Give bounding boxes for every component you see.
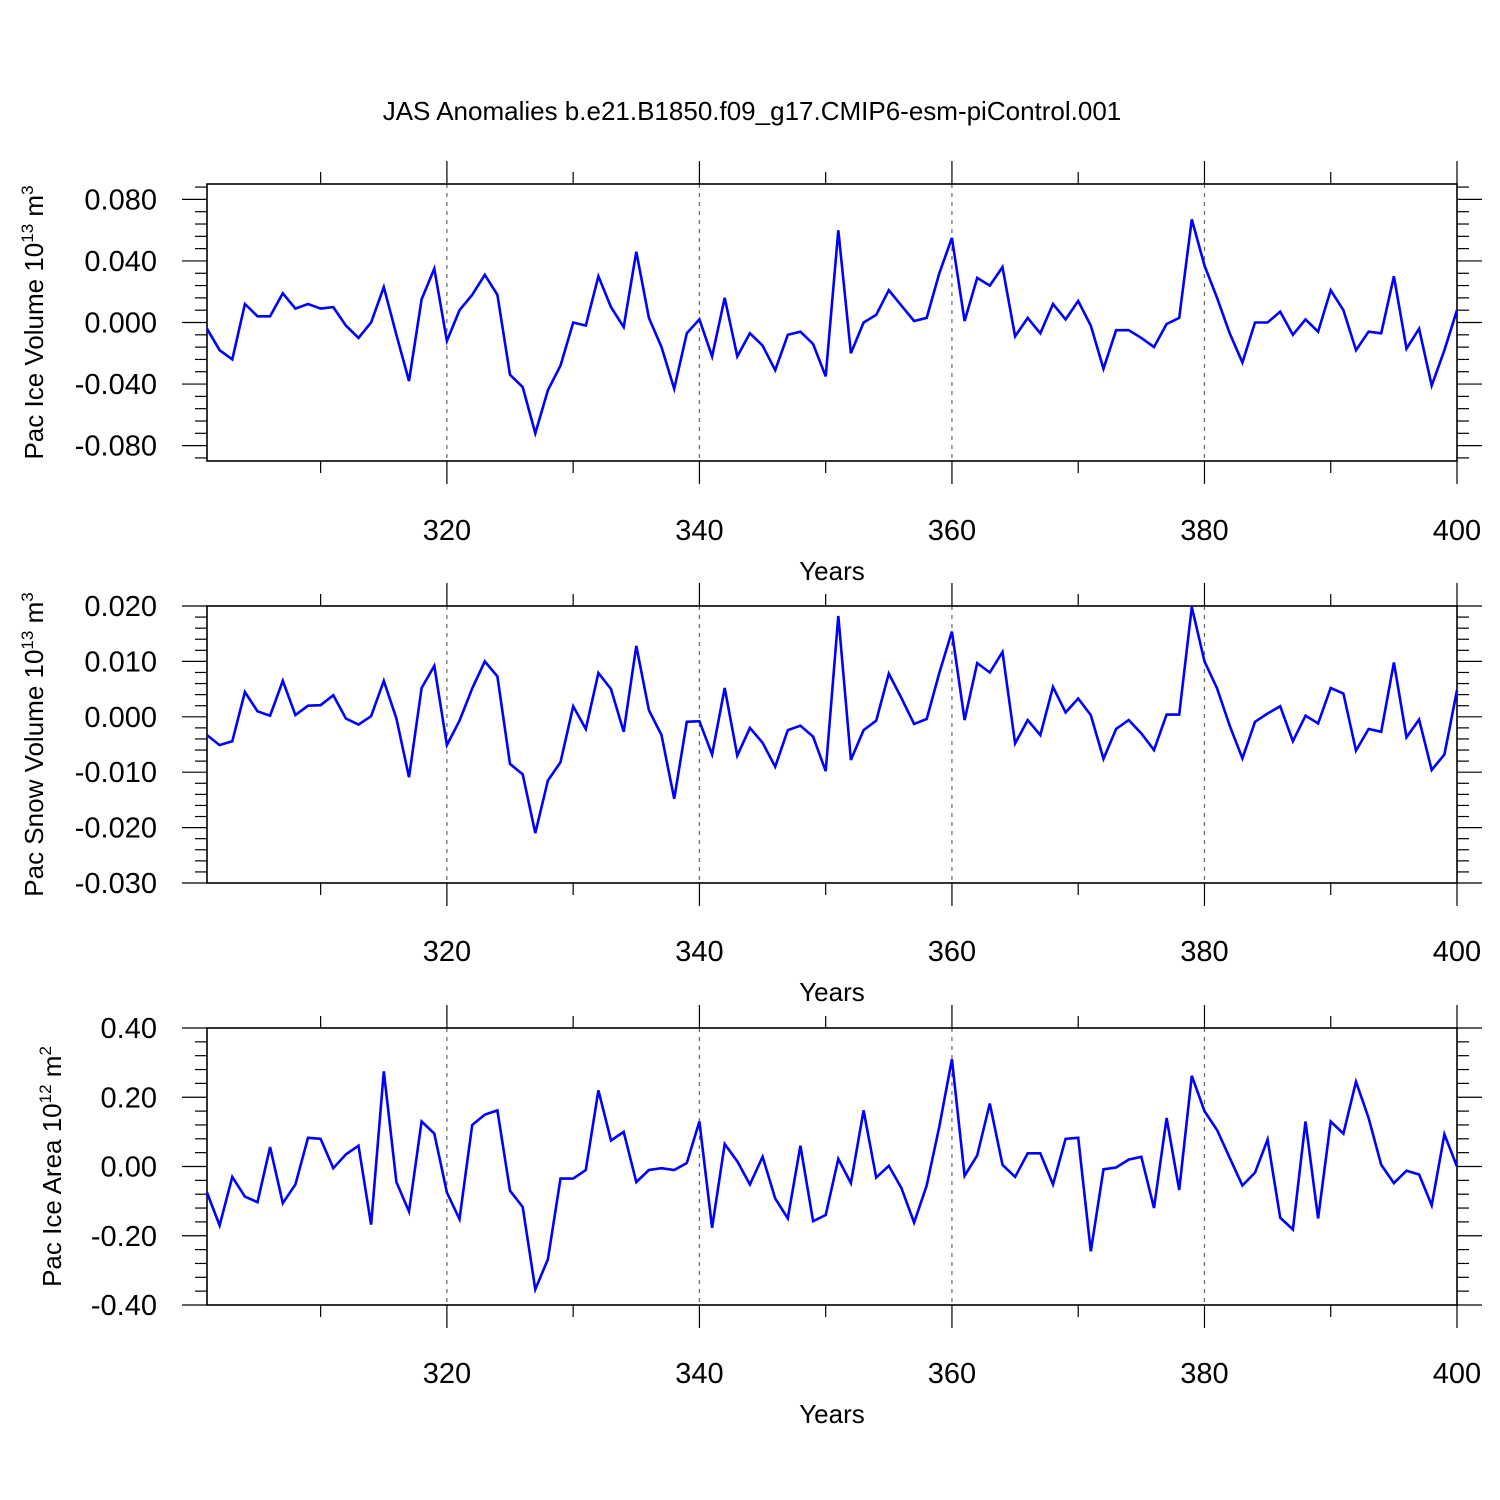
series-line-1 bbox=[205, 219, 1459, 439]
y-tick-label: 0.000 bbox=[84, 308, 157, 340]
x-tick-label: 380 bbox=[1180, 936, 1228, 968]
y-axis-title: Pac Snow Volume 1013 m3 bbox=[18, 592, 49, 896]
y-tick-label: -0.010 bbox=[75, 757, 157, 789]
series-line-1 bbox=[205, 1058, 1459, 1295]
y-tick-label: -0.20 bbox=[91, 1221, 157, 1253]
x-tick-label: 360 bbox=[928, 936, 976, 968]
x-tick-label: 380 bbox=[1180, 1358, 1228, 1390]
x-tick-label: 320 bbox=[423, 936, 471, 968]
x-axis-title: Years bbox=[799, 556, 865, 586]
x-tick-label: 320 bbox=[423, 515, 471, 547]
y-tick-label: -0.030 bbox=[75, 868, 157, 900]
figure-title: JAS Anomalies b.e21.B1850.f09_g17.CMIP6-… bbox=[383, 96, 1122, 126]
x-tick-label: 400 bbox=[1433, 515, 1481, 547]
x-tick-label: 320 bbox=[423, 1358, 471, 1390]
x-tick-label: 340 bbox=[675, 1358, 723, 1390]
series-line-1 bbox=[206, 606, 1459, 834]
y-tick-label: 0.020 bbox=[84, 591, 157, 623]
y-tick-label: 0.40 bbox=[101, 1013, 157, 1045]
x-tick-label: 360 bbox=[928, 1358, 976, 1390]
chart-panel-1: 320 340 360 380 400 Years -0.080 -0.040 0.000 0.0… bbox=[18, 161, 1482, 586]
y-tick-label: 0.000 bbox=[84, 702, 157, 734]
y-tick-label: -0.40 bbox=[91, 1290, 157, 1322]
y-axis-title: Pac Ice Area 1012 m2 bbox=[36, 1046, 67, 1287]
x-axis-title: Years bbox=[799, 1399, 865, 1429]
x-tick-label: 360 bbox=[928, 515, 976, 547]
x-tick-label: 340 bbox=[675, 515, 723, 547]
x-tick-label: 380 bbox=[1180, 515, 1228, 547]
y-axis-title: Pac Ice Volume 1013 m3 bbox=[18, 185, 49, 459]
y-tick-label: 0.00 bbox=[101, 1152, 157, 1184]
x-tick-label: 340 bbox=[675, 936, 723, 968]
y-tick-label: 0.010 bbox=[84, 646, 157, 678]
y-tick-label: 0.20 bbox=[101, 1082, 157, 1114]
x-tick-label: 400 bbox=[1433, 1358, 1481, 1390]
chart-panel-2: 320 340 360 380 400 Years -0.030 -0.020 -0.010 0.… bbox=[18, 583, 1482, 1007]
y-tick-label: 0.040 bbox=[84, 246, 157, 278]
x-axis-title: Years bbox=[799, 977, 865, 1007]
x-tick-label: 400 bbox=[1433, 936, 1481, 968]
y-tick-label: -0.040 bbox=[75, 369, 157, 401]
chart-panel-3: 320 340 360 380 400 Years -0.40 -0.20 0.00 0.20 0.… bbox=[36, 1005, 1482, 1429]
plot-frame bbox=[206, 605, 1458, 884]
y-tick-label: 0.080 bbox=[84, 184, 157, 216]
y-tick-label: -0.080 bbox=[75, 431, 157, 463]
y-tick-label: -0.020 bbox=[75, 813, 157, 845]
